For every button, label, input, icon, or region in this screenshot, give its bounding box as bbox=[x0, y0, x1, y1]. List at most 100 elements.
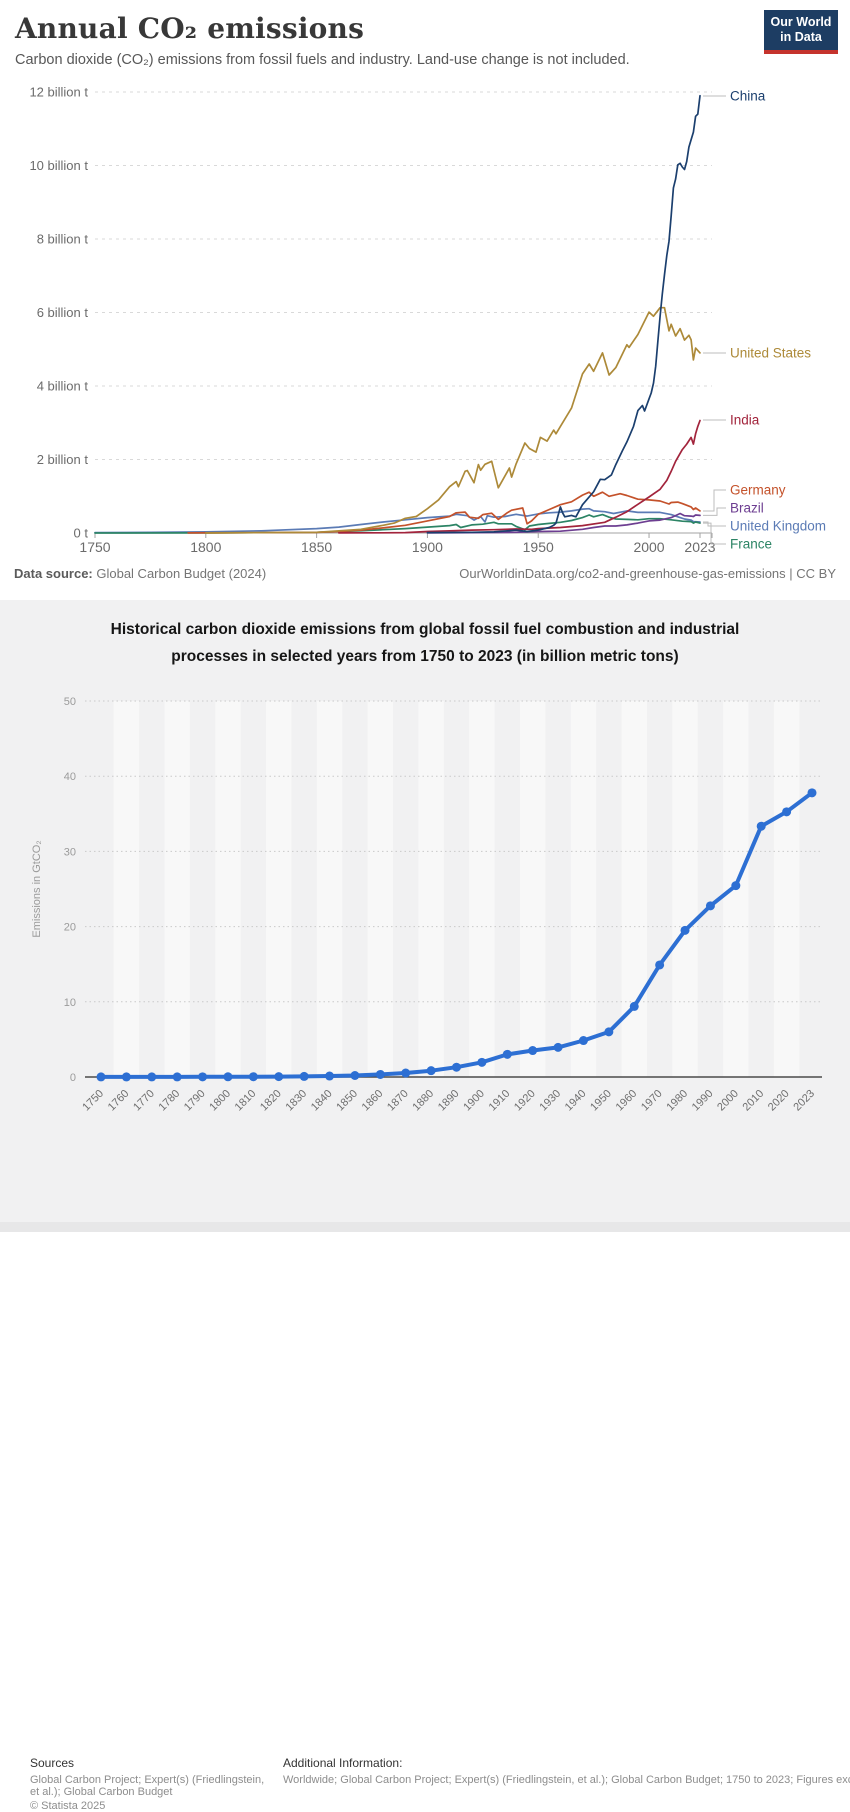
owid-line-chart: 0 t 2 billion t 4 billion t 6 billion t 8 bi… bbox=[29, 85, 826, 556]
plot-band bbox=[164, 701, 190, 1077]
chart-subtitle: Carbon dioxide (CO₂) emissions from foss… bbox=[15, 52, 630, 68]
data-point bbox=[655, 960, 665, 970]
y-axis-tick-label: 8 billion t bbox=[37, 232, 89, 247]
plot-band bbox=[773, 701, 800, 1077]
plot-band bbox=[266, 701, 292, 1077]
x-axis-tick-label: 1870 bbox=[385, 1088, 411, 1114]
y-axis-tick-label: 10 billion t bbox=[29, 158, 88, 173]
x-axis-tick-label: 1900 bbox=[461, 1088, 487, 1114]
data-point bbox=[401, 1068, 411, 1078]
data-point bbox=[528, 1046, 538, 1056]
series-line-india bbox=[337, 419, 701, 534]
sources-block: Sources Global Carbon Project; Expert(s)… bbox=[30, 1756, 268, 1812]
x-axis-tick-label: 1800 bbox=[190, 539, 221, 555]
legend-label-united-states: United States bbox=[730, 346, 811, 361]
y-axis-tick-label: 12 billion t bbox=[29, 85, 88, 100]
page-bottom-strip bbox=[0, 1222, 850, 1232]
data-point bbox=[680, 925, 690, 935]
legend-label-france: France bbox=[730, 537, 772, 552]
data-point bbox=[452, 1062, 462, 1072]
owid-logo-line2: in Data bbox=[780, 30, 822, 44]
owid-logo: Our World in Data bbox=[764, 10, 838, 54]
owid-chart-card: Annual CO₂ emissions Our World in Data C… bbox=[0, 0, 850, 600]
copyright: © Statista 2025 bbox=[30, 1800, 106, 1812]
y-axis-tick-label: 40 bbox=[64, 771, 76, 783]
y-axis-tick-label: 4 billion t bbox=[37, 379, 89, 394]
legend-connector bbox=[703, 507, 726, 516]
legend-label-china: China bbox=[730, 89, 766, 104]
data-source-label: Data source: bbox=[14, 566, 93, 581]
data-point bbox=[578, 1036, 588, 1046]
series-line-china bbox=[426, 94, 701, 534]
x-axis-tick-label: 1930 bbox=[537, 1088, 563, 1114]
data-point bbox=[121, 1072, 131, 1082]
x-axis-tick-label: 1920 bbox=[512, 1088, 538, 1114]
data-point bbox=[350, 1070, 360, 1080]
data-point bbox=[426, 1066, 436, 1076]
x-axis-tick-label: 1970 bbox=[639, 1088, 665, 1114]
x-axis-tick-label: 2020 bbox=[766, 1088, 792, 1114]
data-point bbox=[299, 1071, 309, 1081]
data-point bbox=[172, 1072, 182, 1082]
x-axis-tick-label: 1770 bbox=[131, 1088, 157, 1114]
legend-label-germany: Germany bbox=[730, 483, 786, 498]
data-point bbox=[502, 1049, 512, 1059]
data-point bbox=[477, 1057, 487, 1067]
x-axis-tick-label: 1950 bbox=[523, 539, 554, 555]
y-axis-tick-label: 20 bbox=[64, 922, 76, 934]
legend-connector bbox=[703, 489, 726, 512]
x-axis-tick-label: 1980 bbox=[664, 1088, 690, 1114]
x-axis-tick-label: 2000 bbox=[715, 1088, 741, 1114]
data-point bbox=[325, 1071, 335, 1081]
x-axis-tick-label: 1790 bbox=[182, 1088, 208, 1114]
plot-band bbox=[570, 701, 597, 1077]
x-axis-tick-label: 1760 bbox=[106, 1088, 132, 1114]
data-point bbox=[629, 1001, 639, 1011]
data-source-value: Global Carbon Budget (2024) bbox=[92, 566, 267, 581]
data-point bbox=[147, 1072, 157, 1082]
x-axis-tick-label: 1810 bbox=[233, 1088, 259, 1114]
y-axis-tick-label: 2 billion t bbox=[37, 452, 89, 467]
data-point bbox=[731, 881, 741, 891]
data-point bbox=[248, 1072, 258, 1082]
data-point bbox=[553, 1042, 563, 1052]
legend-label-india: India bbox=[730, 413, 760, 428]
x-axis-tick-label: 1830 bbox=[283, 1088, 309, 1114]
plot-band bbox=[113, 701, 140, 1077]
additional-info-heading: Additional Information: bbox=[283, 1756, 403, 1770]
data-point bbox=[274, 1072, 284, 1082]
y-axis-tick-label: 30 bbox=[64, 846, 76, 858]
x-axis-tick-label: 1850 bbox=[301, 539, 332, 555]
x-axis-tick-label: 1750 bbox=[80, 1088, 106, 1114]
x-axis-tick-label: 1860 bbox=[360, 1088, 386, 1114]
sources-text: Global Carbon Project; Expert(s) (Friedl… bbox=[30, 1774, 265, 1798]
x-axis-tick-label: 1990 bbox=[690, 1088, 716, 1114]
y-axis-tick-label: 10 bbox=[64, 997, 76, 1009]
x-axis-tick-label: 1940 bbox=[563, 1088, 589, 1114]
x-axis-tick-label: 1880 bbox=[410, 1088, 436, 1114]
statista-title: Historical carbon dioxide emissions from… bbox=[110, 621, 740, 665]
series-line-brazil bbox=[426, 512, 701, 534]
additional-info-block: Additional Information: Worldwide; Globa… bbox=[283, 1756, 850, 1786]
x-axis-tick-label: 1890 bbox=[436, 1088, 462, 1114]
plot-band bbox=[672, 701, 698, 1077]
series-line-global-emissions bbox=[99, 790, 814, 1079]
sources-heading: Sources bbox=[30, 1756, 75, 1770]
x-axis-tick-label: 1960 bbox=[614, 1088, 640, 1114]
x-axis-tick-label: 2010 bbox=[741, 1088, 767, 1114]
legend-label-brazil: Brazil bbox=[730, 501, 764, 516]
series-line-france bbox=[94, 513, 701, 534]
data-point bbox=[782, 807, 792, 817]
y-axis-title: Emissions in GtCO₂ bbox=[31, 840, 43, 937]
y-axis-tick-label: 0 bbox=[70, 1072, 76, 1084]
data-point bbox=[198, 1072, 208, 1082]
data-point bbox=[705, 901, 715, 911]
additional-info-text: Worldwide; Global Carbon Project; Expert… bbox=[283, 1774, 850, 1786]
plot-band bbox=[621, 701, 647, 1077]
legend-connector bbox=[703, 521, 726, 527]
data-source: Data source: Global Carbon Budget (2024) bbox=[14, 566, 266, 581]
x-axis-tick-label: 2023 bbox=[684, 539, 715, 555]
y-axis-tick-label: 50 bbox=[64, 696, 76, 708]
x-axis-tick-label: 2000 bbox=[633, 539, 664, 555]
